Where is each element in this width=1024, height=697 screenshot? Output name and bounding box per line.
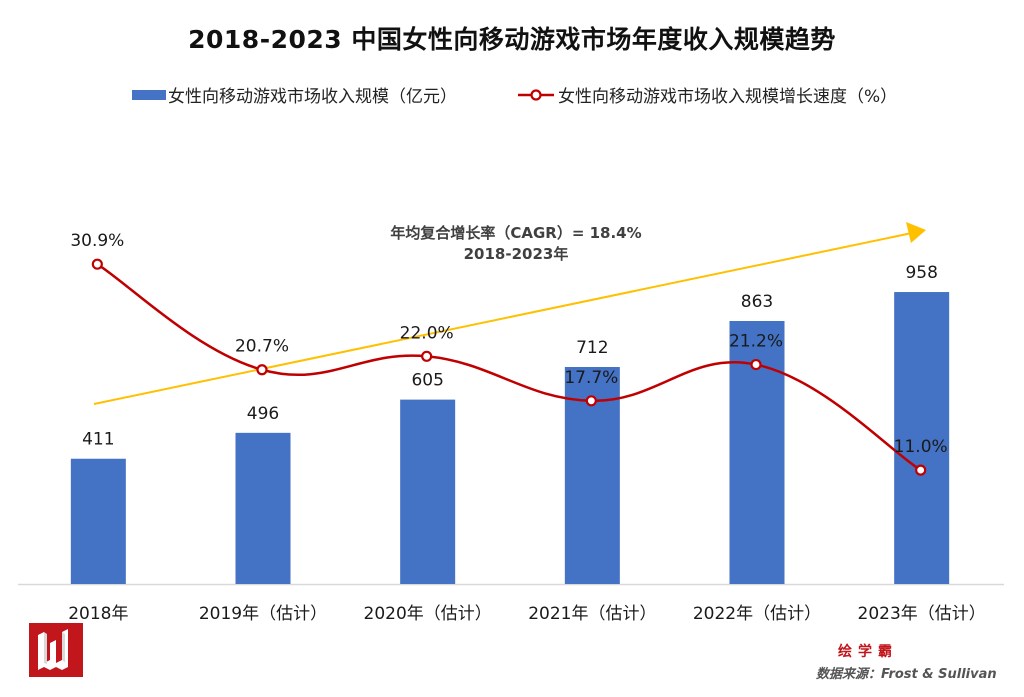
bar-label-0: 411 [82, 430, 114, 450]
bar-label-2: 605 [411, 371, 443, 391]
legend-line-swatch [516, 88, 556, 102]
cagr-arrow [93, 222, 926, 405]
bar-series [70, 292, 950, 584]
line-point-3 [585, 395, 597, 407]
x-axis-labels: 2018年 2019年（估计） 2020年（估计） 2021年（估计） 2022年（估计… [68, 604, 986, 624]
logo-icon [29, 623, 83, 677]
bar-0 [70, 458, 126, 584]
line-point-4 [750, 358, 762, 371]
bar-label-5: 958 [905, 263, 937, 283]
line-data-labels: 30.9% 20.7% 22.0% 17.7% 21.2% 11.0% [70, 231, 947, 457]
x-tick-label-5: 2023年（估计） [858, 604, 986, 624]
legend-item-revenue: 女性向移动游戏市场收入规模（亿元） [132, 82, 457, 107]
cagr-arrow-head [906, 222, 926, 243]
x-tick-label-4: 2022年（估计） [693, 604, 821, 624]
bar-label-3: 712 [576, 338, 608, 358]
legend-item-growth: 女性向移动游戏市场收入规模增长速度（%） [516, 82, 897, 107]
cagr-annotation-line1: 年均复合增长率（CAGR）= 18.4% [390, 224, 641, 242]
legend: 女性向移动游戏市场收入规模（亿元） 女性向移动游戏市场收入规模增长速度（%） [0, 82, 1024, 107]
growth-line [96, 263, 922, 472]
bar-5 [894, 292, 950, 584]
x-tick-label-1: 2019年（估计） [199, 604, 327, 624]
cagr-arrow-shaft [93, 232, 913, 405]
cagr-annotation-line2: 2018-2023年 [464, 245, 569, 263]
legend-label-revenue: 女性向移动游戏市场收入规模（亿元） [168, 87, 457, 107]
line-series [91, 258, 927, 476]
bar-data-labels: 411 496 605 712 863 958 [82, 263, 938, 450]
x-tick-label-0: 2018年 [68, 604, 128, 624]
legend-bar-swatch [132, 89, 166, 100]
x-tick-label-3: 2021年（估计） [528, 604, 656, 624]
line-label-2: 22.0% [400, 323, 454, 343]
bar-1 [235, 432, 291, 584]
bar-label-4: 863 [741, 292, 773, 312]
line-point-0 [91, 258, 103, 270]
data-source: 数据来源：Frost & Sullivan [816, 667, 997, 682]
line-point-5 [915, 464, 927, 476]
line-label-3: 17.7% [564, 368, 618, 388]
bar-label-1: 496 [247, 404, 279, 424]
line-label-5: 11.0% [894, 437, 948, 457]
bar-2 [400, 399, 456, 584]
chart-title: 2018-2023 中国女性向移动游戏市场年度收入规模趋势 [188, 25, 836, 54]
brand-watermark: 绘学霸 [838, 644, 898, 660]
legend-label-growth: 女性向移动游戏市场收入规模增长速度（%） [558, 87, 898, 107]
line-label-1: 20.7% [235, 337, 289, 357]
line-label-0: 30.9% [70, 231, 124, 251]
line-point-1 [256, 364, 268, 376]
line-label-4: 21.2% [729, 332, 783, 352]
x-tick-label-2: 2020年（估计） [364, 604, 492, 624]
line-point-2 [421, 350, 433, 362]
